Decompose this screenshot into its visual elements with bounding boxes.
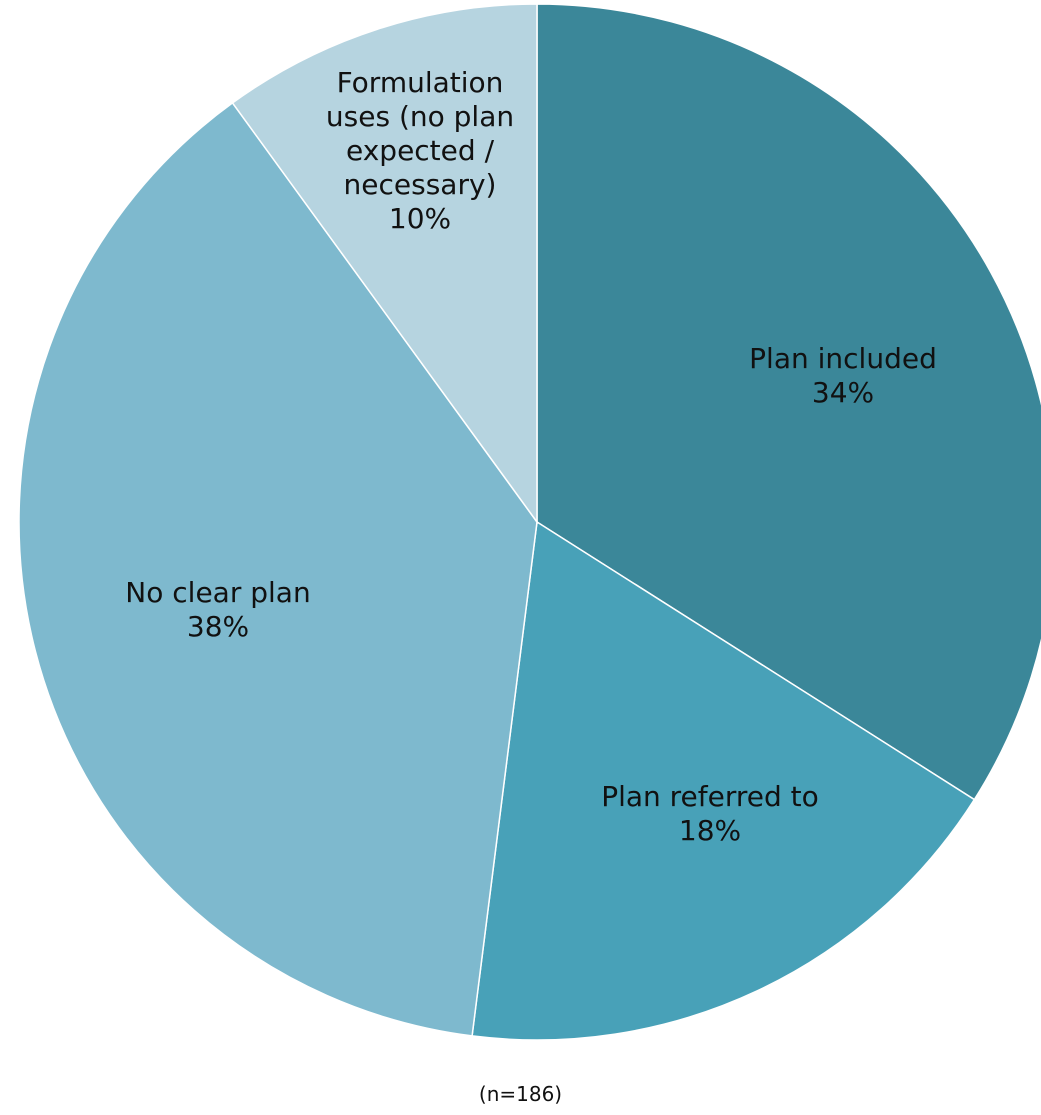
slice-category-label: Plan included — [749, 342, 937, 375]
pie-slice-label-2: Plan referred to 18% — [601, 780, 819, 847]
slice-percent-label: 18% — [679, 814, 741, 847]
slice-percent-label: 34% — [812, 376, 874, 409]
slice-category-label: uses (no plan — [326, 100, 514, 133]
pie-slice-label-3: No clear plan 38% — [125, 576, 310, 643]
slice-category-label: Formulation — [337, 66, 504, 99]
pie-slice-1 — [536, 3, 1041, 801]
pie-slice-3 — [18, 101, 538, 1037]
slice-percent-label: 10% — [389, 202, 451, 235]
slice-category-label: No clear plan — [125, 576, 310, 609]
pie-chart: Plan included 34% Plan referred to 18% No cl… — [18, 3, 1041, 1041]
pie-slice-label-4: Formulation uses (no plan expected / necess… — [326, 66, 514, 235]
pie-slices — [18, 3, 1041, 1041]
slice-category-label: Plan referred to — [601, 780, 819, 813]
sample-size-note: (n=186) — [478, 1082, 563, 1106]
pie-slice-label-1: Plan included 34% — [749, 342, 937, 409]
pie-slice-4 — [231, 3, 538, 525]
slice-category-label: expected / — [346, 134, 495, 167]
slice-percent-label: 38% — [187, 610, 249, 643]
pie-labels: Plan included 34% Plan referred to 18% No cl… — [125, 66, 937, 847]
slice-category-label: necessary) — [344, 168, 497, 201]
pie-slice-2 — [471, 520, 976, 1041]
